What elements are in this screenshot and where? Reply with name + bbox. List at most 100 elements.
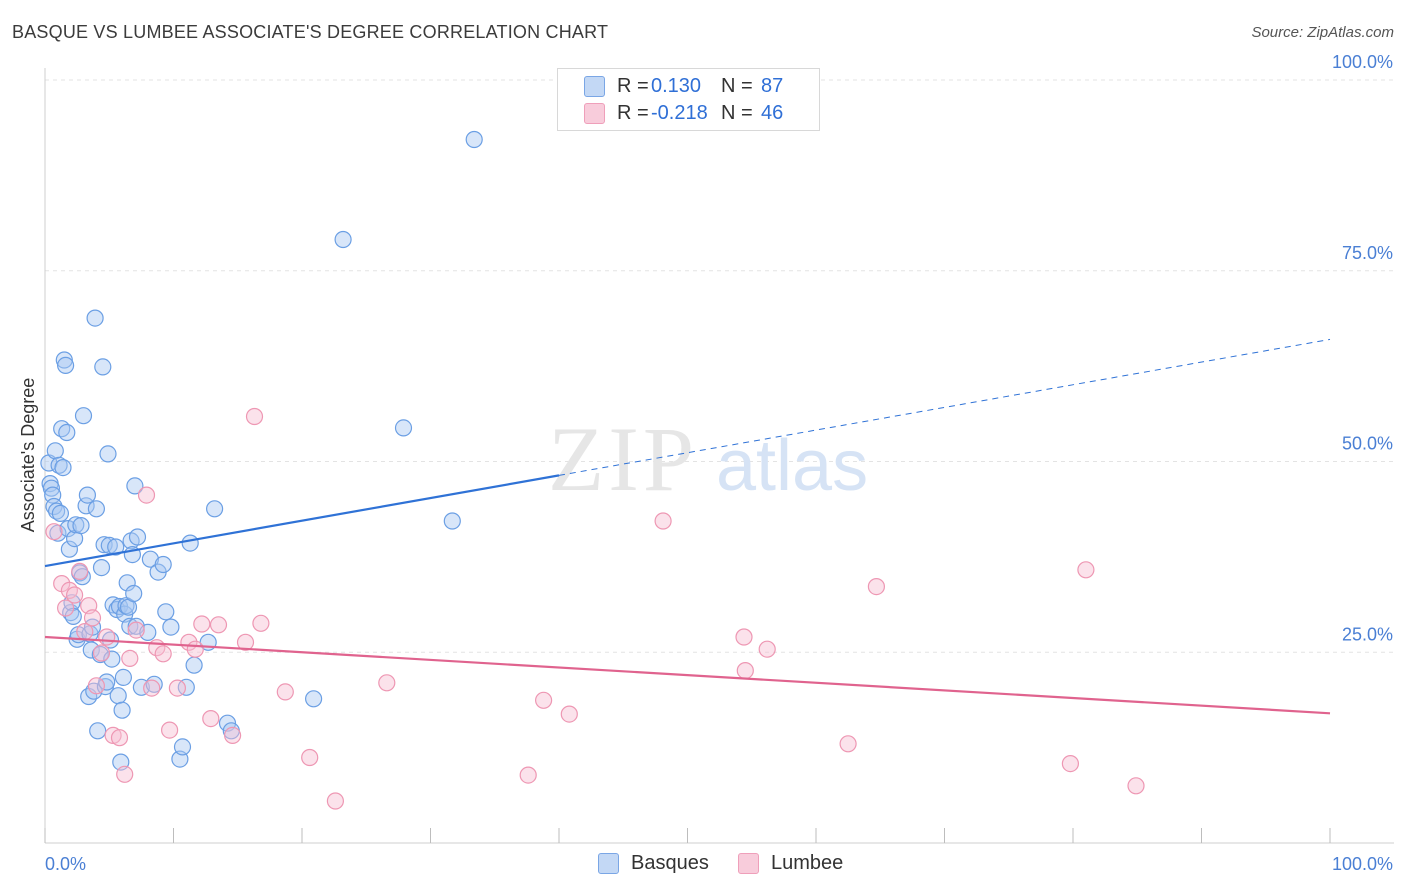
lumbee-point <box>92 644 111 662</box>
basques-point <box>113 701 131 719</box>
lumbee-point <box>127 621 145 639</box>
lumbee-point <box>519 766 537 784</box>
lumbee-point <box>276 683 294 701</box>
n-value: 87 <box>761 74 784 97</box>
watermark-zip: ZIP <box>548 408 698 510</box>
r-label: R = <box>617 74 649 97</box>
lumbee-point <box>121 649 139 668</box>
legend-item-basques: Basques <box>598 852 709 875</box>
basques-point <box>100 536 118 555</box>
basques-point <box>334 230 352 249</box>
lumbee-point <box>56 599 75 617</box>
legend-row-basques: R = 0.130 N = 87 <box>584 73 783 99</box>
r-value: 0.130 <box>651 74 702 97</box>
basques-point <box>173 738 192 756</box>
lumbee-point <box>245 407 264 426</box>
basques-trend-line <box>44 474 560 568</box>
lumbee-point <box>735 628 753 646</box>
basques-point <box>394 419 413 437</box>
n-label: N = <box>721 74 753 97</box>
basques-point <box>98 673 116 691</box>
basques-point <box>55 351 73 369</box>
lumbee-point <box>98 628 116 646</box>
lumbee-point <box>301 748 319 767</box>
lumbee-point <box>161 721 179 739</box>
lumbee-point <box>168 679 186 697</box>
y-axis-label: Associate's Degree <box>18 378 38 533</box>
basques-point <box>46 442 64 460</box>
lumbee-point <box>65 586 84 604</box>
lumbee-point <box>736 661 754 680</box>
r-value: -0.218 <box>651 101 708 124</box>
lumbee-point <box>224 726 242 745</box>
lumbee-point <box>45 523 63 541</box>
lumbee-point <box>560 705 578 723</box>
gridlines <box>45 79 1394 653</box>
lumbee-point <box>867 577 886 596</box>
basques-point <box>154 555 172 574</box>
lumbee-point <box>186 640 204 658</box>
lumbee-point <box>83 609 102 627</box>
lumbee-point <box>209 616 228 634</box>
basques-point <box>45 497 63 516</box>
n-label: N = <box>721 101 753 124</box>
basques-point <box>443 512 461 530</box>
basques-point <box>109 687 127 705</box>
basques-point <box>42 479 61 497</box>
lumbee-point <box>1077 561 1095 579</box>
basques-point <box>305 690 323 708</box>
basques-point <box>177 678 195 696</box>
basques-point <box>185 656 203 674</box>
basques-point <box>157 603 175 621</box>
series-lumbee <box>45 407 1145 810</box>
basques-point <box>89 722 107 740</box>
basques-point <box>181 534 199 552</box>
lumbee-point <box>110 729 129 747</box>
basques-point <box>78 486 97 504</box>
basques-point <box>74 407 93 425</box>
y-tick-label: 75.0% <box>1342 243 1393 263</box>
basques-point <box>465 130 483 149</box>
basques-point <box>94 358 112 376</box>
y-tick-label: 100.0% <box>1332 52 1393 72</box>
trend-lines <box>44 338 1331 715</box>
basques-point <box>60 540 79 558</box>
source-credit: Source: ZipAtlas.com <box>1251 24 1394 41</box>
lumbee-point <box>1127 777 1145 795</box>
lumbee-point <box>60 581 79 600</box>
basques-point <box>103 650 121 668</box>
chart-title: BASQUE VS LUMBEE ASSOCIATE'S DEGREE CORR… <box>12 22 609 42</box>
basques-point <box>87 500 106 518</box>
basques-point <box>86 309 104 327</box>
stats-legend: R = 0.130 N = 87 R = -0.218 N = 46 <box>557 68 820 131</box>
lumbee-trend-line <box>44 635 1331 715</box>
lumbee-swatch <box>584 102 605 124</box>
lumbee-point <box>758 640 776 658</box>
basques-point <box>99 445 117 463</box>
basques-swatch <box>598 853 619 874</box>
watermark: ZIP atlas <box>548 408 868 510</box>
basques-point <box>125 584 143 603</box>
basques-point <box>56 356 75 374</box>
basques-point <box>67 516 85 534</box>
lumbee-point <box>202 709 220 728</box>
basques-point <box>54 459 72 477</box>
basques-point <box>162 618 180 636</box>
lumbee-point <box>154 645 172 663</box>
basques-point <box>118 574 136 592</box>
basques-point <box>82 641 100 659</box>
basques-point <box>126 477 144 495</box>
lumbee-point <box>252 614 270 632</box>
legend-row-lumbee: R = -0.218 N = 46 <box>584 100 783 126</box>
y-tick-label: 25.0% <box>1342 624 1393 644</box>
series-legend: Basques Lumbee <box>0 852 1406 878</box>
tick-labels: 25.0% 50.0% 75.0% 100.0% 0.0% 100.0% <box>45 52 1393 874</box>
lumbee-point <box>71 562 89 581</box>
legend-label-lumbee: Lumbee <box>771 852 844 874</box>
basques-point <box>114 668 133 687</box>
lumbee-point <box>654 512 672 530</box>
legend-label-basques: Basques <box>631 852 709 874</box>
basques-trend-extension <box>558 338 1331 476</box>
basques-swatch <box>584 75 605 97</box>
legend-item-lumbee: Lumbee <box>738 852 843 875</box>
